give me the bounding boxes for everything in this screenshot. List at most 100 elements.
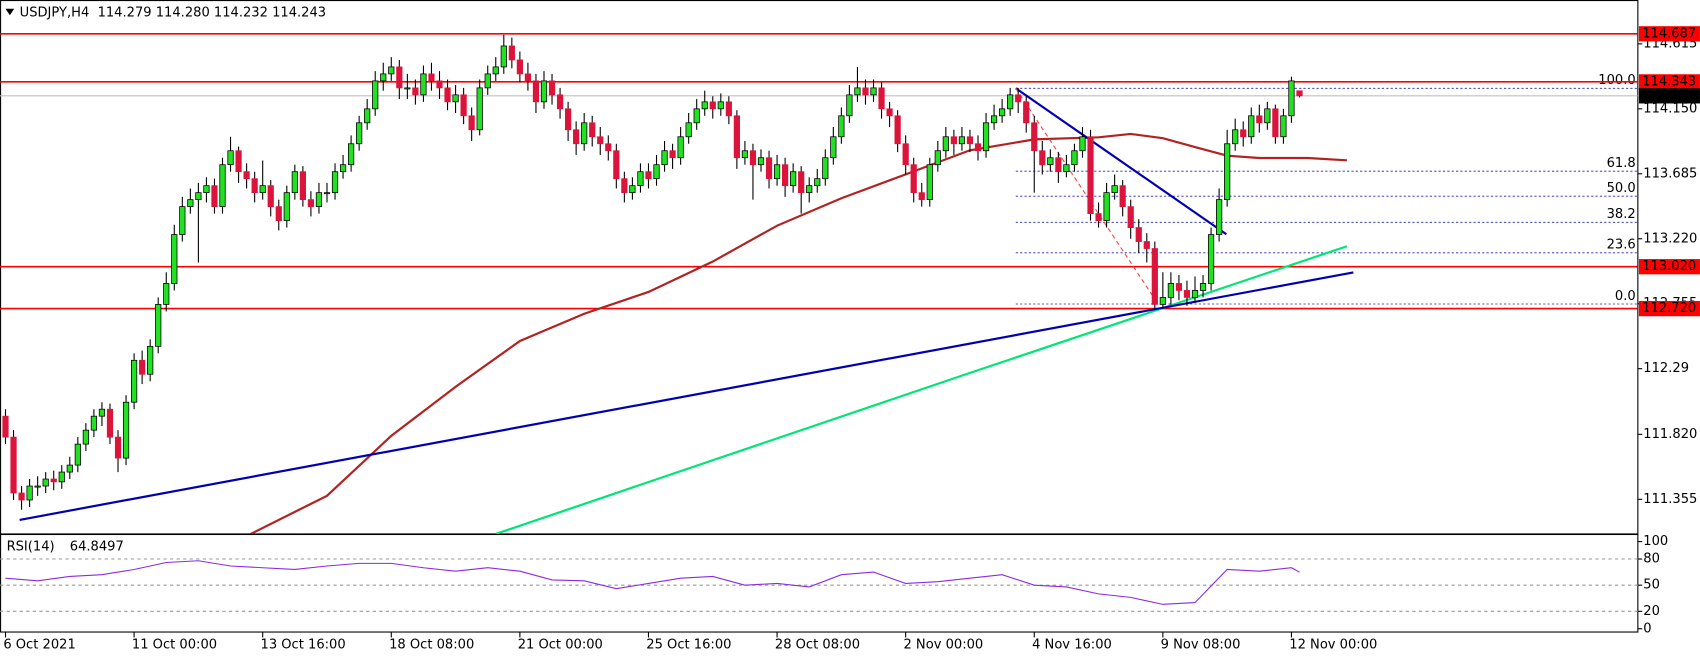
candle-body	[171, 234, 178, 284]
x-tick-label: 4 Nov 16:00	[1032, 638, 1112, 653]
candle-body	[283, 192, 290, 221]
candle-body	[741, 150, 749, 159]
candle-body	[114, 436, 122, 459]
candle-body	[645, 171, 652, 180]
candle-body	[18, 492, 25, 501]
candle-body	[1167, 283, 1174, 298]
candle-body	[1151, 248, 1158, 305]
candle-body	[1071, 150, 1078, 166]
candle-body	[331, 171, 339, 194]
candle-body	[798, 171, 805, 194]
candle-body	[1023, 101, 1030, 124]
candle-body	[163, 283, 170, 305]
fibo-label: 100.0	[1598, 73, 1635, 88]
candle-body	[347, 143, 355, 166]
candle-body	[364, 108, 371, 124]
candle-body	[356, 122, 363, 145]
candle-body	[195, 192, 202, 201]
candle-body	[1063, 164, 1070, 173]
rsi-tick-label: 80	[1643, 552, 1660, 567]
candle-body	[74, 443, 81, 466]
candle-body	[82, 429, 89, 445]
candle-body	[982, 122, 990, 152]
candle-body	[1007, 94, 1014, 110]
candle-body	[1143, 241, 1150, 249]
x-tick-label: 28 Oct 08:00	[775, 638, 860, 653]
x-tick-label: 25 Oct 16:00	[646, 638, 731, 653]
header: USDJPY,H4 114.279 114.280 114.232 114.24…	[20, 6, 326, 21]
candle-body	[1191, 290, 1199, 298]
candle-body	[476, 87, 483, 131]
candle-body	[597, 136, 604, 145]
candle-body	[1103, 192, 1110, 221]
candle-body	[838, 115, 845, 138]
price-level-box	[1638, 300, 1700, 317]
candle-body	[147, 345, 154, 375]
price-level-label: 114.243	[1642, 88, 1696, 103]
candle-body	[315, 192, 323, 208]
candle-body	[484, 73, 491, 89]
candle-body	[878, 87, 885, 110]
candle-body	[339, 164, 347, 173]
price-level-label: 114.343	[1642, 74, 1696, 89]
candle-body	[460, 94, 467, 117]
candle-body	[323, 192, 331, 195]
candle-body	[765, 157, 773, 180]
overlay-line	[495, 245, 1348, 534]
candle-body	[1095, 213, 1102, 221]
y-tick-label: 111.820	[1643, 427, 1697, 442]
candle-body	[299, 171, 306, 201]
candle-body	[155, 304, 162, 347]
candle-body	[227, 150, 234, 166]
candle-body	[90, 415, 98, 431]
candle-body	[396, 66, 403, 89]
candle-body	[508, 45, 515, 61]
candle-body	[693, 108, 700, 124]
candle-body	[589, 122, 596, 138]
candle-body	[452, 94, 459, 103]
candle-body	[532, 80, 540, 103]
candle-body	[862, 87, 869, 96]
candle-body	[307, 199, 315, 208]
candle-body	[130, 359, 138, 403]
candle-body	[139, 359, 146, 375]
candle-body	[380, 73, 387, 82]
candle-body	[211, 185, 218, 208]
candle-body	[749, 150, 757, 166]
candle-body	[428, 73, 435, 82]
plot-area: 100.0 61.8 50.0 38.2 23.6 0.0	[0, 32, 1638, 534]
y-tick-label: 114.150	[1643, 101, 1697, 116]
candle-body	[605, 143, 612, 152]
candle-body	[58, 471, 65, 483]
candle-body	[637, 171, 644, 187]
candle-body	[203, 185, 210, 194]
candle-body	[918, 192, 925, 201]
rsi-tick-label: 100	[1643, 534, 1668, 549]
candle-body	[910, 164, 917, 194]
candle-body	[243, 171, 250, 180]
x-tick-label: 6 Oct 2021	[3, 638, 75, 653]
candle-body	[822, 157, 829, 180]
candle-body	[1111, 185, 1118, 194]
price-level-box	[1638, 26, 1700, 42]
candle-body	[629, 185, 636, 194]
candle-body	[564, 108, 572, 131]
price-level-label: 112.720	[1642, 301, 1696, 316]
overlay-line	[19, 271, 1354, 521]
candle-body	[122, 401, 130, 459]
candle-body	[388, 66, 395, 75]
candle-body	[942, 136, 949, 152]
candle-body	[187, 199, 194, 208]
candle-body	[1199, 283, 1207, 291]
candle-body	[717, 101, 724, 110]
menu-triangle	[5, 8, 15, 16]
candle-body	[1280, 115, 1287, 138]
y-tick-label: 113.685	[1643, 166, 1697, 181]
y-tick-label: 111.355	[1643, 492, 1697, 507]
candle-body	[773, 164, 781, 180]
y-tick-label: 112.29	[1643, 361, 1689, 376]
candle-body	[235, 150, 242, 173]
candle-body	[1055, 157, 1062, 173]
rsi-line	[5, 560, 1300, 605]
